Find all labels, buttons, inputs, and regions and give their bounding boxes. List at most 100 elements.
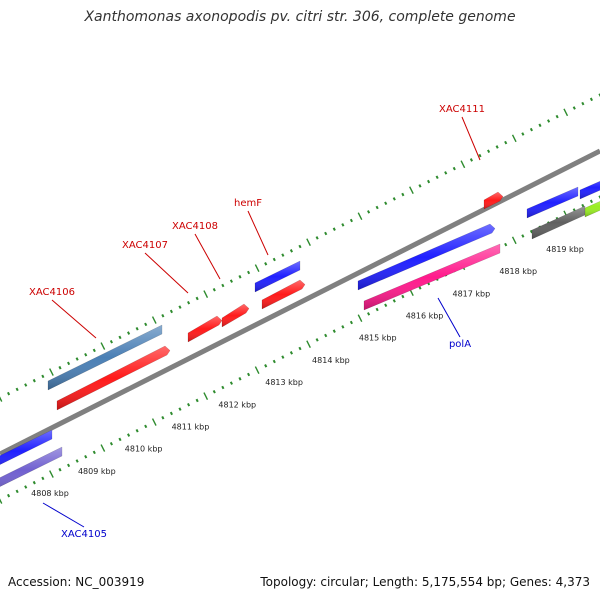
minor-tick (401, 192, 405, 197)
minor-tick (521, 132, 525, 136)
gene-label[interactable]: polA (449, 339, 471, 350)
gene-feature-shading (57, 346, 170, 410)
minor-tick (547, 119, 551, 123)
minor-tick (315, 338, 319, 342)
major-tick (357, 212, 363, 221)
minor-tick (127, 331, 131, 335)
gene-feature-shading (358, 224, 495, 290)
minor-tick (178, 305, 182, 309)
gene-feature-shading (527, 187, 578, 218)
major-tick (306, 340, 311, 349)
major-tick (100, 342, 106, 350)
minor-tick (341, 223, 345, 227)
minor-tick (349, 218, 353, 223)
minor-tick (161, 313, 165, 318)
gene-feature-shading (580, 181, 600, 199)
minor-tick (118, 437, 122, 442)
minor-tick (529, 229, 533, 234)
minor-tick (555, 114, 559, 119)
minor-tick (392, 197, 396, 201)
scale-label: 4818 kbp (499, 267, 537, 276)
gene-feature-shading (532, 206, 585, 239)
minor-tick (444, 171, 448, 175)
minor-tick (195, 398, 199, 403)
minor-tick (589, 97, 593, 102)
scale-label: 4809 kbp (78, 467, 116, 476)
minor-tick (212, 390, 216, 394)
gene-label[interactable]: XAC4106 (29, 287, 75, 298)
label-leader-line (437, 297, 461, 338)
minor-tick (178, 407, 182, 411)
minor-tick (281, 253, 285, 257)
minor-tick (521, 234, 525, 238)
minor-tick (324, 333, 328, 338)
scale-label: 4813 kbp (265, 378, 303, 387)
scale-label: 4811 kbp (172, 422, 210, 431)
minor-tick (67, 463, 71, 468)
minor-tick (161, 415, 165, 420)
minor-tick (58, 365, 62, 370)
minor-tick (375, 205, 379, 210)
major-tick (151, 418, 157, 426)
minor-tick (589, 199, 593, 204)
gene-label[interactable]: hemF (234, 198, 262, 209)
gene-feature-shading (255, 261, 300, 292)
minor-tick (221, 385, 225, 390)
minor-tick (332, 227, 336, 231)
minor-tick (92, 450, 96, 455)
minor-tick (7, 493, 11, 498)
gene-feature-shading (188, 316, 222, 342)
major-tick (0, 498, 3, 504)
minor-tick (272, 359, 276, 364)
minor-tick (169, 309, 173, 314)
minor-tick (144, 322, 148, 327)
major-tick (357, 314, 363, 323)
minor-tick (118, 335, 122, 340)
minor-tick (572, 106, 576, 110)
minor-tick (84, 454, 88, 459)
minor-tick (538, 123, 542, 128)
minor-tick (58, 467, 62, 472)
scale-label: 4817 kbp (453, 289, 491, 298)
gene-label[interactable]: XAC4111 (439, 104, 485, 115)
gene-label[interactable]: XAC4107 (122, 240, 168, 251)
scale-label: 4812 kbp (218, 400, 256, 409)
minor-tick (24, 383, 28, 387)
scale-labels: 4808 kbp 4809 kbp 4810 kbp 4811 kbp 4812 kbp… (31, 245, 584, 498)
scale-label: 4819 kbp (546, 245, 584, 254)
minor-tick (67, 361, 71, 366)
gene-label[interactable]: XAC4108 (172, 221, 218, 232)
minor-tick (7, 391, 11, 396)
backbone (0, 148, 600, 457)
map-title: Xanthomonas axonopodis pv. citri str. 30… (84, 9, 516, 25)
major-tick (203, 290, 209, 298)
gene-feature-shading (48, 325, 162, 390)
minor-tick (221, 283, 225, 288)
minor-tick (247, 270, 251, 275)
major-tick (100, 444, 106, 452)
gene-label[interactable]: XAC4105 (61, 529, 107, 540)
minor-tick (289, 351, 293, 355)
label-leader-line (247, 210, 269, 256)
label-leader-line (144, 252, 189, 294)
minor-tick (384, 201, 388, 205)
minor-tick (581, 101, 585, 106)
minor-tick (75, 357, 79, 361)
major-tick (409, 186, 414, 195)
major-tick (254, 264, 260, 272)
minor-tick (272, 257, 276, 262)
features-layer (0, 180, 600, 487)
minor-tick (298, 346, 302, 351)
label-leader-line (461, 116, 481, 161)
accession-text: Accession: NC_003919 (8, 575, 145, 589)
major-tick (254, 366, 260, 374)
minor-tick (15, 387, 19, 392)
major-tick (203, 392, 209, 400)
minor-tick (32, 378, 36, 383)
gene-feature-shading (262, 280, 305, 309)
label-leaders (42, 116, 481, 528)
minor-tick (427, 179, 431, 184)
minor-tick (32, 480, 36, 485)
major-tick (306, 238, 311, 247)
